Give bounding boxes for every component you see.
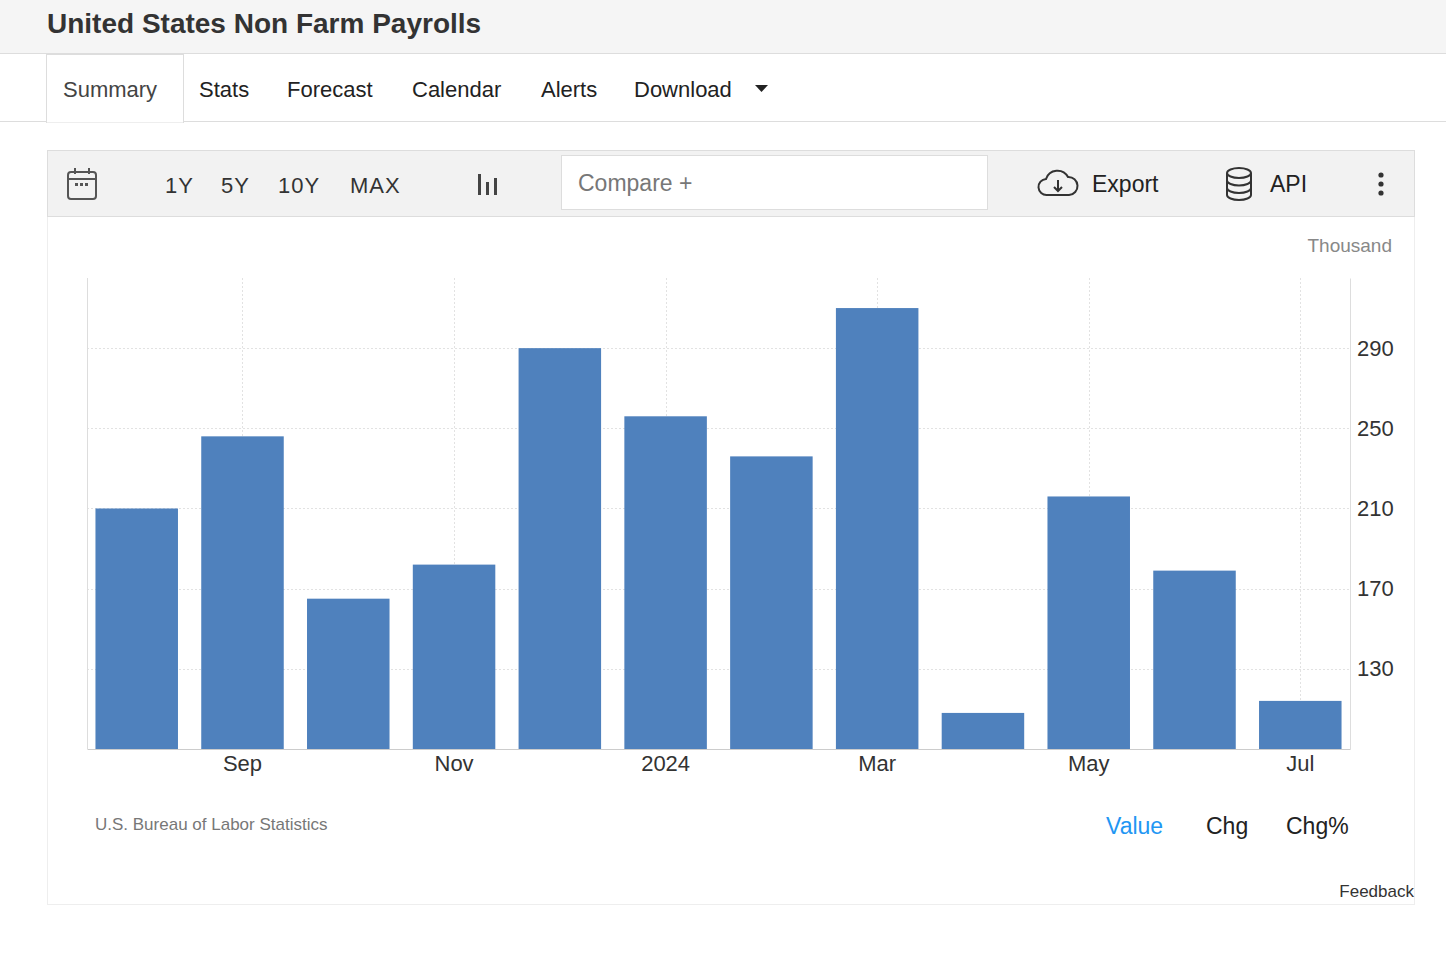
x-tick: Mar: [858, 749, 896, 776]
tabs-border: [0, 121, 1446, 122]
bars: [95, 308, 1341, 749]
grid-line-x: [1300, 278, 1301, 749]
y-tick-label: 290: [1357, 336, 1394, 361]
y-tick-label: 250: [1357, 416, 1394, 441]
db-body: [1227, 173, 1251, 200]
x-tick-label: Sep: [223, 751, 262, 776]
api-button[interactable]: API: [1270, 171, 1307, 197]
page: United States Non Farm Payrolls Summary St…: [0, 0, 1446, 960]
feedback-link[interactable]: Feedback: [1339, 882, 1414, 901]
y-axis: 130 170 210 250 290: [1350, 279, 1394, 750]
source: U.S. Bureau of Labor Statistics: [95, 815, 327, 834]
y-tick: 290: [1350, 336, 1394, 361]
x-tick-label: Jul: [1286, 751, 1314, 776]
dropdown-caret[interactable]: [755, 85, 768, 92]
x-tick: Jul: [1286, 749, 1314, 776]
x-tick-label: Mar: [858, 751, 896, 776]
y-tick-label: 130: [1357, 656, 1394, 681]
export-button[interactable]: Export: [1092, 171, 1159, 197]
range-button[interactable]: 10Y: [278, 173, 320, 198]
tab[interactable]: Download: [634, 77, 732, 102]
calendar-dot: [85, 183, 88, 186]
cloud-arrow-head: [1054, 187, 1062, 191]
grid-line-y: [87, 348, 1350, 349]
cloud: [1038, 171, 1077, 195]
bar[interactable]: [1153, 571, 1236, 749]
header-border: [0, 53, 1446, 54]
menu-dot[interactable]: [1378, 181, 1383, 186]
x-tick: 2024: [641, 749, 690, 776]
chart-type-icon-bar: [486, 182, 489, 195]
cloud-arrow: [1057, 180, 1059, 190]
bar[interactable]: [413, 565, 496, 749]
active-tab-gap: [47, 121, 183, 123]
tab[interactable]: Alerts: [541, 77, 597, 102]
bar[interactable]: [95, 508, 178, 749]
tab[interactable]: Summary: [63, 77, 157, 102]
calendar-band: [68, 178, 96, 180]
header-bg: [0, 0, 1446, 53]
calendar-ring: [74, 168, 76, 174]
title: United States Non Farm Payrolls: [47, 8, 481, 39]
compare-input[interactable]: [562, 156, 988, 210]
bar[interactable]: [307, 599, 390, 749]
calendar-dot: [75, 183, 78, 186]
chart-type-icon[interactable]: [478, 174, 497, 195]
plot-frame-left: [87, 278, 88, 749]
y-tick: 130: [1350, 656, 1394, 681]
export-icon[interactable]: [1038, 171, 1077, 195]
bar[interactable]: [1047, 496, 1130, 749]
view-toggle[interactable]: Value: [1106, 813, 1163, 839]
tab[interactable]: Calendar: [412, 77, 501, 102]
calendar-frame: [68, 172, 96, 199]
grid: [87, 278, 1350, 749]
active-tab-box: [47, 55, 184, 123]
y-tick-label: 210: [1357, 496, 1394, 521]
bar[interactable]: [624, 416, 707, 749]
y-tick: 210: [1350, 496, 1394, 521]
range-button[interactable]: 5Y: [221, 173, 250, 198]
db-top: [1227, 168, 1251, 178]
bar[interactable]: [942, 713, 1025, 749]
calendar-ring: [88, 168, 90, 174]
bar[interactable]: [836, 308, 919, 749]
y-tick: 170: [1350, 576, 1394, 601]
x-tick-label: May: [1068, 751, 1110, 776]
chart-container: [48, 151, 1415, 905]
range-button[interactable]: MAX: [350, 173, 401, 198]
bar[interactable]: [730, 456, 813, 749]
tab[interactable]: Stats: [199, 77, 249, 102]
chart-type-icon-bar: [478, 174, 481, 195]
tab[interactable]: Forecast: [287, 77, 373, 102]
toolbar: [48, 151, 1415, 217]
y-tick: 250: [1350, 416, 1394, 441]
grid-line-y: [87, 428, 1350, 429]
compare-placeholder: Compare +: [578, 170, 692, 196]
x-tick: May: [1068, 749, 1110, 776]
menu-dot[interactable]: [1378, 172, 1383, 177]
x-tick: Nov: [434, 749, 473, 776]
db-ring: [1227, 188, 1251, 193]
menu-dot[interactable]: [1378, 190, 1383, 195]
unit-label: Thousand: [1307, 235, 1392, 256]
bar[interactable]: [201, 436, 284, 749]
x-axis-line: [88, 749, 1351, 750]
calendar-icon[interactable]: [68, 168, 96, 199]
x-tick: Sep: [223, 749, 262, 776]
y-axis-line: [1350, 279, 1351, 750]
x-axis: Sep Nov 2024 Mar May Jul: [88, 749, 1351, 776]
db-ring: [1227, 181, 1251, 186]
range-button[interactable]: 1Y: [165, 173, 194, 198]
view-toggle[interactable]: Chg%: [1286, 813, 1349, 839]
bar[interactable]: [519, 348, 602, 749]
view-toggle[interactable]: Chg: [1206, 813, 1248, 839]
calendar-dot: [80, 183, 83, 186]
api-icon[interactable]: [1227, 168, 1251, 200]
y-tick-label: 170: [1357, 576, 1394, 601]
x-tick-label: Nov: [434, 751, 473, 776]
bar[interactable]: [1259, 701, 1342, 749]
chart-type-icon-bar: [494, 178, 497, 195]
x-tick-label: 2024: [641, 751, 690, 776]
